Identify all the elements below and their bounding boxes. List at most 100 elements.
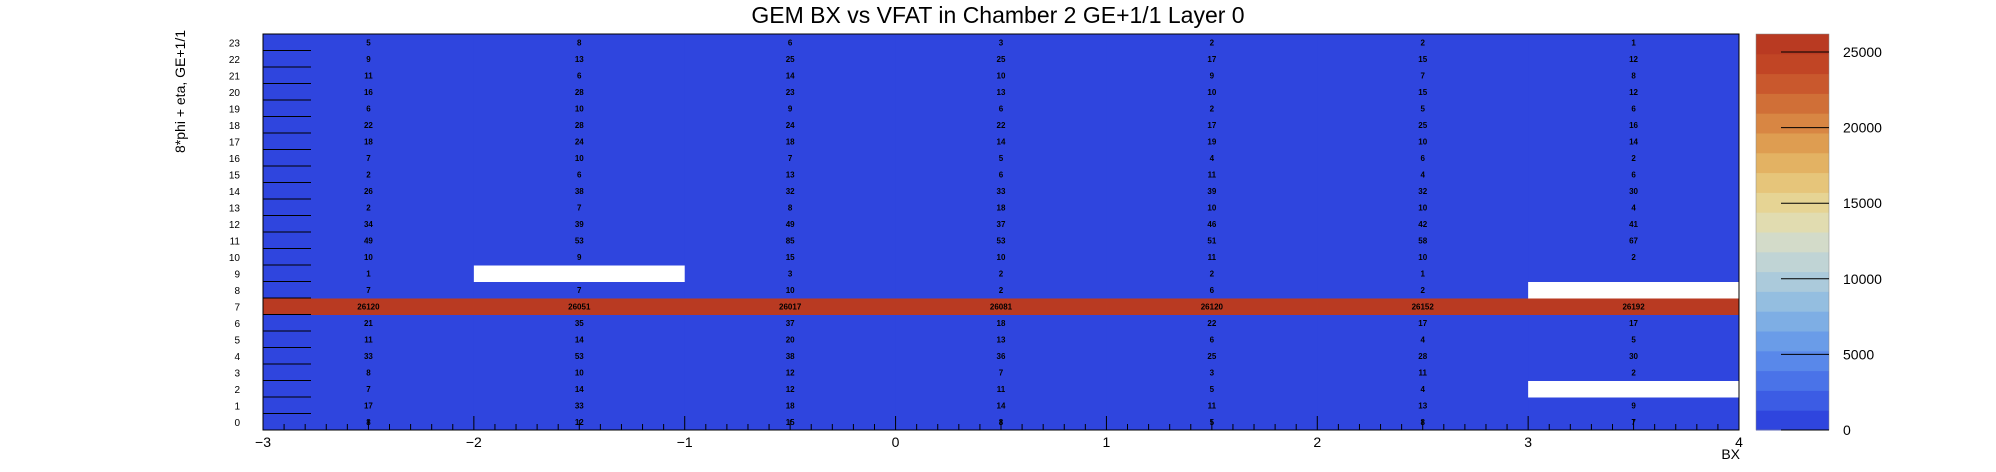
heatmap-cell [1106, 34, 1318, 51]
heatmap-cell [684, 83, 897, 101]
cell-value-label: 6 [577, 71, 582, 80]
heatmap-cell [1317, 34, 1529, 51]
heatmap-cell [1106, 199, 1318, 216]
cell-value-label: 20 [786, 335, 795, 344]
cell-value-label: 11 [997, 385, 1006, 394]
cell-value-label: 26 [364, 187, 373, 196]
heatmap-cell [684, 166, 897, 183]
cell-value-label: 10 [575, 368, 584, 377]
y-tick-label: 0 [234, 418, 240, 429]
heatmap-cell [684, 149, 897, 167]
y-tick-label: 5 [234, 335, 240, 346]
cell-value-label: 7 [1420, 71, 1425, 80]
cell-value-label: 26120 [357, 302, 380, 311]
cell-value-label: 6 [999, 170, 1004, 179]
palette-segment [1756, 291, 1829, 312]
heatmap-cell [684, 199, 897, 216]
heatmap-cell [1528, 364, 1740, 381]
cell-value-label: 25 [997, 55, 1006, 64]
cell-value-label: 9 [577, 253, 582, 262]
y-tick-label: 23 [229, 38, 241, 49]
palette-segment [1756, 331, 1829, 352]
cell-value-label: 2 [1631, 253, 1636, 262]
cell-value-label: 6 [1210, 335, 1215, 344]
heatmap-cell [1317, 67, 1529, 84]
heatmap-cell [684, 232, 897, 249]
cell-value-label: 17 [364, 401, 373, 410]
heatmap-cell [473, 199, 686, 216]
heatmap-cell [1528, 133, 1740, 150]
heatmap-cell [473, 50, 686, 68]
heatmap-cell [1528, 331, 1740, 348]
y-tick-label: 17 [229, 137, 241, 148]
cell-value-label: 28 [1418, 352, 1427, 361]
heatmap-cell [263, 83, 475, 101]
palette-segment [1756, 212, 1829, 233]
heatmap-cell [473, 265, 686, 282]
cell-value-label: 15 [786, 253, 795, 262]
cell-value-label: 11 [1418, 368, 1427, 377]
cell-value-label: 12 [1629, 88, 1638, 97]
heatmap-cell [1317, 364, 1529, 381]
heatmap-cell [1317, 331, 1529, 348]
cell-value-label: 7 [577, 286, 582, 295]
cell-value-label: 2 [366, 170, 371, 179]
cell-value-label: 58 [1418, 236, 1427, 245]
cell-value-label: 7 [366, 286, 371, 295]
y-tick-label: 9 [234, 269, 240, 280]
palette-segment [1756, 53, 1829, 75]
cell-value-label: 5 [999, 154, 1004, 163]
heatmap-cell [473, 298, 686, 315]
cell-value-label: 85 [786, 236, 795, 245]
cell-value-label: 5 [1631, 335, 1636, 344]
cell-value-label: 14 [997, 401, 1006, 410]
cell-value-label: 15 [1418, 55, 1427, 64]
cell-value-label: 13 [997, 88, 1006, 97]
y-tick-label: 10 [229, 253, 241, 264]
heatmap-cell [684, 397, 897, 414]
cell-value-label: 12 [1629, 55, 1638, 64]
heatmap-cell [684, 67, 897, 84]
heatmap-cell [1106, 248, 1318, 266]
heatmap-cell [1106, 232, 1318, 249]
heatmap-cell [1528, 34, 1740, 51]
palette-segment [1756, 192, 1829, 213]
heatmap-cell [1317, 50, 1529, 68]
cell-value-label: 22 [364, 121, 373, 130]
cell-value-label: 34 [364, 220, 373, 229]
cell-value-label: 3 [788, 269, 793, 278]
cell-value-label: 2 [1210, 104, 1215, 113]
palette-tick-label: 15000 [1843, 195, 1882, 211]
cell-value-label: 26152 [1412, 302, 1435, 311]
x-tick-label: 0 [892, 434, 900, 450]
cell-value-label: 2 [999, 286, 1004, 295]
heatmap-cell [263, 199, 475, 216]
heatmap-cell [684, 116, 897, 134]
cell-value-label: 10 [1207, 88, 1216, 97]
heatmap-cell [473, 83, 686, 101]
heatmap-cell [1528, 199, 1740, 216]
heatmap-cell [895, 199, 1107, 216]
heatmap-cell [263, 347, 475, 365]
heatmap-cell [473, 133, 686, 150]
palette-tick-label: 20000 [1843, 120, 1882, 136]
heatmap-cell [473, 314, 686, 332]
heatmap-cell [1317, 347, 1529, 365]
palette-segment [1756, 271, 1829, 292]
cell-value-label: 11 [1208, 401, 1217, 410]
cell-value-label: 25 [1207, 352, 1216, 361]
heatmap-cell [895, 149, 1107, 167]
heatmap-cell [1106, 100, 1318, 117]
cell-value-label: 9 [788, 104, 793, 113]
heatmap-cell [895, 364, 1107, 381]
heatmap-cell [895, 314, 1107, 332]
cell-value-label: 2 [999, 269, 1004, 278]
y-tick-label: 21 [229, 71, 241, 82]
heatmap-cell [263, 298, 475, 315]
cell-value-label: 2 [1210, 38, 1215, 47]
heatmap-cell [473, 364, 686, 381]
heatmap-cell [1106, 116, 1318, 134]
y-tick-label: 18 [229, 121, 241, 132]
heatmap-cell [1317, 281, 1529, 299]
x-tick-label: −2 [466, 434, 482, 450]
